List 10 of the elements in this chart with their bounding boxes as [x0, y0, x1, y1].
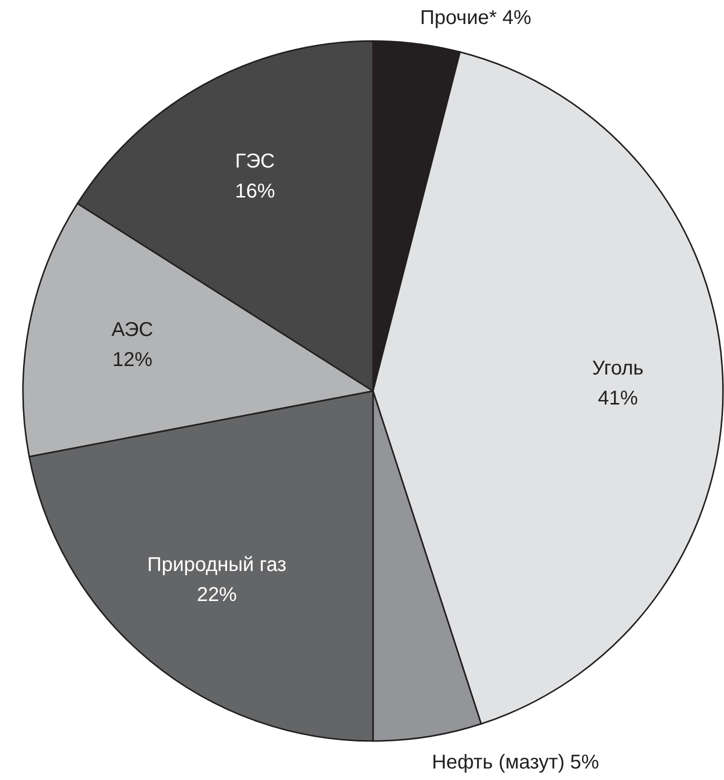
slice-label: Уголь	[592, 357, 644, 380]
slice-label: ГЭС	[235, 150, 275, 172]
slice-label: Природный газ	[147, 554, 286, 576]
slice-label: Прочие* 4%	[420, 6, 532, 29]
data-label: 16%	[234, 180, 276, 202]
slice-label: Нефть (мазут) 5%	[432, 751, 600, 774]
data-label: 12%	[112, 349, 153, 372]
slice-label: АЭС	[111, 319, 154, 342]
data-label: 41%	[598, 387, 638, 410]
data-label: 22%	[196, 584, 238, 606]
